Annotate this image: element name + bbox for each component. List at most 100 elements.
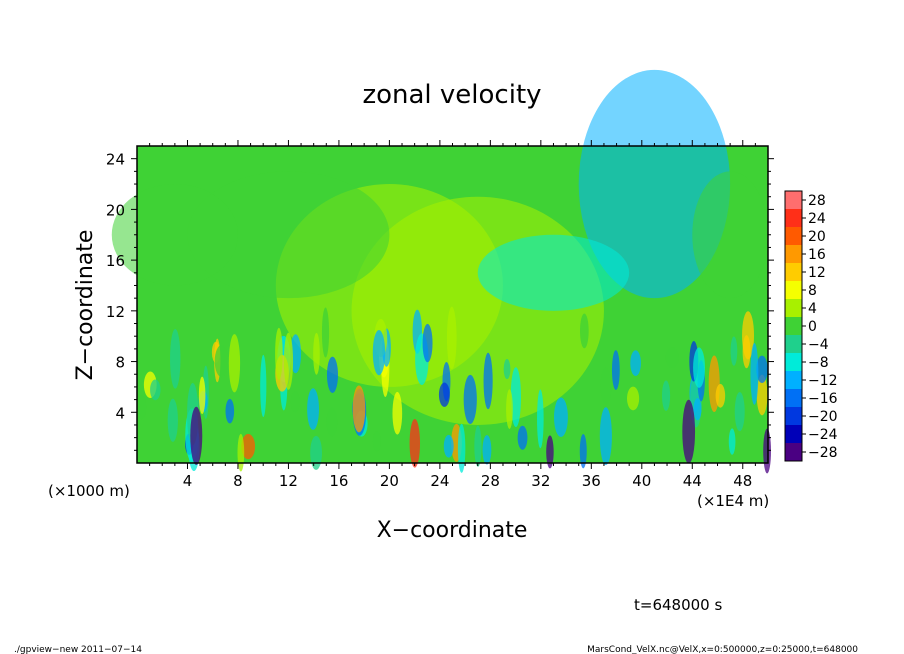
field-cell — [443, 434, 454, 458]
field-cell — [600, 367, 612, 405]
colorbar-swatch — [785, 191, 802, 209]
y-tick-label: 24 — [106, 151, 125, 169]
field-cell — [198, 376, 206, 415]
field-cell — [214, 344, 229, 378]
colorbar-swatch — [785, 317, 802, 335]
chart-title: zonal velocity — [362, 80, 541, 110]
x-tick-label: 4 — [183, 472, 193, 490]
field-cell — [409, 418, 421, 468]
x-tick-label: 8 — [233, 472, 243, 490]
field-cell — [517, 425, 528, 450]
field-cell — [446, 306, 457, 370]
x-tick-label: 44 — [683, 472, 702, 490]
field-cell — [503, 359, 511, 380]
x-unit-left: (×1000 m) — [48, 482, 130, 500]
field-cell — [693, 347, 705, 388]
field-cell — [372, 431, 381, 452]
footer-left: ./gpview−new 2011−07−14 — [14, 645, 142, 654]
x-axis-label: X−coordinate — [377, 518, 528, 543]
field-band — [477, 234, 630, 311]
colorbar-label: −8 — [808, 355, 829, 371]
colorbar-label: 16 — [808, 247, 826, 263]
field-cell — [326, 356, 339, 393]
field-cell — [734, 391, 745, 432]
field-cell — [763, 428, 772, 474]
colorbar-swatch — [785, 299, 802, 317]
y-tick-label: 20 — [106, 201, 125, 219]
colorbar-swatch — [785, 335, 802, 353]
field-cell — [438, 382, 450, 407]
colorbar-swatch — [785, 443, 802, 461]
x-unit-right: (×1E4 m) — [697, 492, 769, 510]
field-cell — [326, 407, 338, 437]
field-cell — [422, 323, 433, 363]
field-cell — [457, 423, 466, 473]
field-cell — [554, 397, 568, 438]
colorbar-label: −28 — [808, 445, 838, 461]
field-cell — [537, 389, 544, 449]
y-tick-label: 16 — [106, 252, 125, 270]
field-cell — [756, 374, 768, 416]
y-axis: 4 8 12 16 20 24 — [106, 151, 774, 451]
field-cell — [579, 433, 587, 469]
field-cell — [611, 350, 620, 390]
field-cell — [756, 355, 768, 384]
field-cell — [283, 332, 294, 390]
field-cell — [290, 391, 300, 413]
colorbar-label: −4 — [808, 337, 829, 353]
field-cell — [170, 329, 181, 389]
x-tick-label: 24 — [430, 472, 449, 490]
colorbar-label: 12 — [808, 265, 826, 281]
y-axis-label: Z−coordinate — [73, 230, 98, 381]
colorbar-swatch — [785, 353, 802, 371]
footer-right: MarsCond_VelX.nc@VelX,x=0:500000,z=0:250… — [587, 645, 858, 654]
field-band — [578, 69, 731, 299]
field-band — [351, 196, 604, 425]
y-tick-label: 4 — [115, 404, 125, 422]
x-tick-label: 28 — [481, 472, 500, 490]
heatmap-area — [111, 69, 772, 474]
field-cell — [483, 352, 493, 410]
colorbar-label: 0 — [808, 319, 817, 335]
colorbar-swatch — [785, 407, 802, 425]
colorbar-swatch — [785, 389, 802, 407]
colorbar-swatch — [785, 281, 802, 299]
colorbar-label: 20 — [808, 229, 826, 245]
x-tick-label: 40 — [632, 472, 651, 490]
field-cell — [742, 334, 751, 369]
y-tick-label: 12 — [106, 303, 125, 321]
field-cell — [627, 386, 640, 411]
field-cell — [307, 388, 319, 430]
field-cell — [321, 307, 330, 358]
colorbar-swatch — [785, 371, 802, 389]
field-cell — [237, 433, 245, 472]
field-cell — [510, 367, 522, 428]
field-cell — [260, 354, 267, 418]
colorbar-label: 8 — [808, 283, 817, 299]
time-annotation: t=648000 s — [634, 596, 722, 614]
field-cell — [715, 383, 726, 408]
field-cell — [682, 399, 696, 464]
field-cell — [730, 336, 738, 366]
colorbar: 28 24 20 16 12 8 4 0 −4 −8 −12 −16 −20 −24 −28 — [784, 190, 838, 462]
field-cell — [310, 435, 322, 470]
field-cell — [482, 435, 492, 465]
field-cell — [506, 389, 513, 429]
x-tick-label: 36 — [582, 472, 601, 490]
field-cell — [463, 374, 477, 424]
field-cell — [579, 313, 589, 349]
field-cell — [313, 332, 320, 375]
colorbar-label: −24 — [808, 427, 838, 443]
field-cell — [228, 334, 241, 393]
x-tick-label: 32 — [531, 472, 550, 490]
field-cell — [372, 329, 386, 376]
x-axis: 4 8 12 16 20 24 28 32 36 40 44 48 — [149, 140, 756, 490]
x-tick-label: 12 — [279, 472, 298, 490]
field-cell — [225, 398, 235, 424]
colorbar-label: −12 — [808, 373, 838, 389]
field-cell — [352, 385, 366, 433]
colorbar-swatch — [785, 245, 802, 263]
x-tick-label: 16 — [329, 472, 348, 490]
field-cell — [693, 398, 702, 421]
field-cell — [136, 395, 147, 420]
